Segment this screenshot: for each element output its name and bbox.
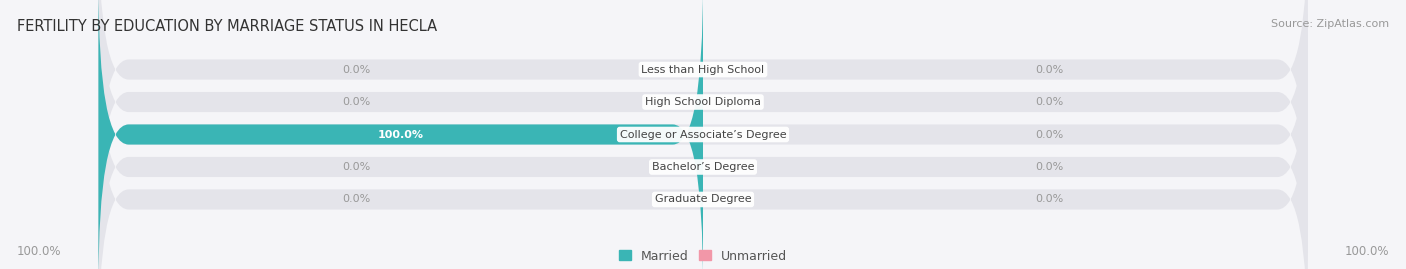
Text: Less than High School: Less than High School — [641, 65, 765, 75]
FancyBboxPatch shape — [98, 0, 1308, 269]
FancyBboxPatch shape — [98, 47, 1308, 269]
FancyBboxPatch shape — [98, 0, 1308, 254]
Text: 100.0%: 100.0% — [1344, 245, 1389, 258]
FancyBboxPatch shape — [98, 0, 703, 269]
Text: Graduate Degree: Graduate Degree — [655, 194, 751, 204]
Text: College or Associate’s Degree: College or Associate’s Degree — [620, 129, 786, 140]
Text: Source: ZipAtlas.com: Source: ZipAtlas.com — [1271, 19, 1389, 29]
Text: 100.0%: 100.0% — [17, 245, 62, 258]
Legend: Married, Unmarried: Married, Unmarried — [619, 250, 787, 263]
Text: 0.0%: 0.0% — [342, 65, 370, 75]
Text: 0.0%: 0.0% — [1035, 65, 1064, 75]
Text: 0.0%: 0.0% — [1035, 162, 1064, 172]
Text: High School Diploma: High School Diploma — [645, 97, 761, 107]
Text: FERTILITY BY EDUCATION BY MARRIAGE STATUS IN HECLA: FERTILITY BY EDUCATION BY MARRIAGE STATU… — [17, 19, 437, 34]
Text: 0.0%: 0.0% — [342, 162, 370, 172]
Text: 0.0%: 0.0% — [1035, 129, 1064, 140]
Text: 0.0%: 0.0% — [342, 97, 370, 107]
Text: 0.0%: 0.0% — [1035, 194, 1064, 204]
Text: 0.0%: 0.0% — [1035, 97, 1064, 107]
FancyBboxPatch shape — [98, 0, 1308, 222]
Text: Bachelor’s Degree: Bachelor’s Degree — [652, 162, 754, 172]
Text: 0.0%: 0.0% — [342, 194, 370, 204]
FancyBboxPatch shape — [98, 15, 1308, 269]
Text: 100.0%: 100.0% — [378, 129, 423, 140]
